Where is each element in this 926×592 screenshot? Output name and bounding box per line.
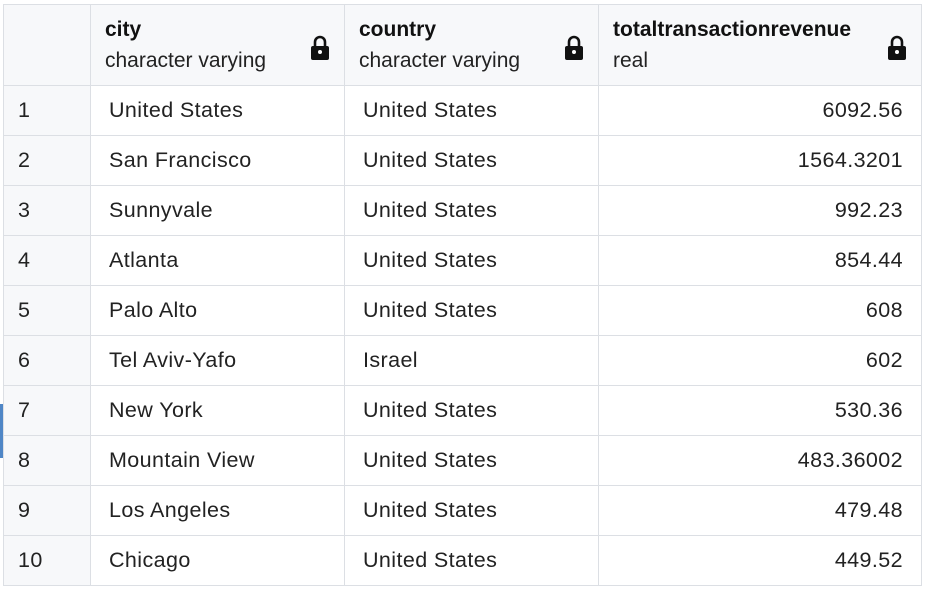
lock-icon <box>311 35 329 60</box>
cell-city[interactable]: Sunnyvale <box>90 185 345 236</box>
lock-icon <box>888 35 906 60</box>
lock-icon <box>565 35 583 60</box>
cell-country[interactable]: United States <box>344 85 599 136</box>
row-number[interactable]: 10 <box>3 535 91 586</box>
cell-city[interactable]: Los Angeles <box>90 485 345 536</box>
row-number[interactable]: 1 <box>3 85 91 136</box>
cell-country[interactable]: United States <box>344 535 599 586</box>
cell-country[interactable]: United States <box>344 435 599 486</box>
cell-city[interactable]: Tel Aviv-Yafo <box>90 335 345 386</box>
row-number[interactable]: 9 <box>3 485 91 536</box>
column-header-totaltransactionrevenue[interactable]: totaltransactionrevenue real <box>598 4 922 86</box>
cell-city[interactable]: Chicago <box>90 535 345 586</box>
table-row[interactable]: 1 United States United States 6092.56 <box>3 85 922 136</box>
row-number[interactable]: 8 <box>3 435 91 486</box>
table-row[interactable]: 5 Palo Alto United States 608 <box>3 285 922 336</box>
cell-country[interactable]: United States <box>344 285 599 336</box>
table-row[interactable]: 10 Chicago United States 449.52 <box>3 535 922 586</box>
data-table: city character varying country character… <box>3 4 922 586</box>
cell-revenue[interactable]: 602 <box>598 335 922 386</box>
cell-revenue[interactable]: 608 <box>598 285 922 336</box>
cell-country[interactable]: United States <box>344 135 599 186</box>
cell-city[interactable]: Atlanta <box>90 235 345 286</box>
column-name: country <box>359 18 437 41</box>
cell-country[interactable]: United States <box>344 235 599 286</box>
row-number[interactable]: 3 <box>3 185 91 236</box>
table-row[interactable]: 2 San Francisco United States 1564.3201 <box>3 135 922 186</box>
cell-revenue[interactable]: 992.23 <box>598 185 922 236</box>
cell-revenue[interactable]: 449.52 <box>598 535 922 586</box>
cell-city[interactable]: New York <box>90 385 345 436</box>
table-row[interactable]: 4 Atlanta United States 854.44 <box>3 235 922 286</box>
row-number[interactable]: 4 <box>3 235 91 286</box>
cell-country[interactable]: United States <box>344 385 599 436</box>
row-number[interactable]: 6 <box>3 335 91 386</box>
table-row[interactable]: 6 Tel Aviv-Yafo Israel 602 <box>3 335 922 386</box>
cell-city[interactable]: San Francisco <box>90 135 345 186</box>
column-type: character varying <box>105 49 267 72</box>
row-selection-marker <box>0 404 3 458</box>
column-name: city <box>105 18 142 41</box>
cell-revenue[interactable]: 483.36002 <box>598 435 922 486</box>
table-row[interactable]: 9 Los Angeles United States 479.48 <box>3 485 922 536</box>
table-row[interactable]: 3 Sunnyvale United States 992.23 <box>3 185 922 236</box>
cell-city[interactable]: United States <box>90 85 345 136</box>
row-number[interactable]: 2 <box>3 135 91 186</box>
cell-country[interactable]: United States <box>344 185 599 236</box>
table-row[interactable]: 8 Mountain View United States 483.36002 <box>3 435 922 486</box>
row-number[interactable]: 5 <box>3 285 91 336</box>
cell-revenue[interactable]: 479.48 <box>598 485 922 536</box>
row-number[interactable]: 7 <box>3 385 91 436</box>
header-row: city character varying country character… <box>3 4 922 86</box>
column-type: character varying <box>359 49 521 72</box>
cell-revenue[interactable]: 530.36 <box>598 385 922 436</box>
column-type: real <box>613 49 649 72</box>
cell-city[interactable]: Mountain View <box>90 435 345 486</box>
column-name: totaltransactionrevenue <box>613 18 852 41</box>
table-row[interactable]: 7 New York United States 530.36 <box>3 385 922 436</box>
cell-revenue[interactable]: 6092.56 <box>598 85 922 136</box>
column-header-country[interactable]: country character varying <box>344 4 599 86</box>
row-number-header[interactable] <box>3 4 91 86</box>
cell-country[interactable]: Israel <box>344 335 599 386</box>
cell-revenue[interactable]: 854.44 <box>598 235 922 286</box>
cell-city[interactable]: Palo Alto <box>90 285 345 336</box>
cell-country[interactable]: United States <box>344 485 599 536</box>
results-grid: city character varying country character… <box>3 4 922 586</box>
column-header-city[interactable]: city character varying <box>90 4 345 86</box>
cell-revenue[interactable]: 1564.3201 <box>598 135 922 186</box>
